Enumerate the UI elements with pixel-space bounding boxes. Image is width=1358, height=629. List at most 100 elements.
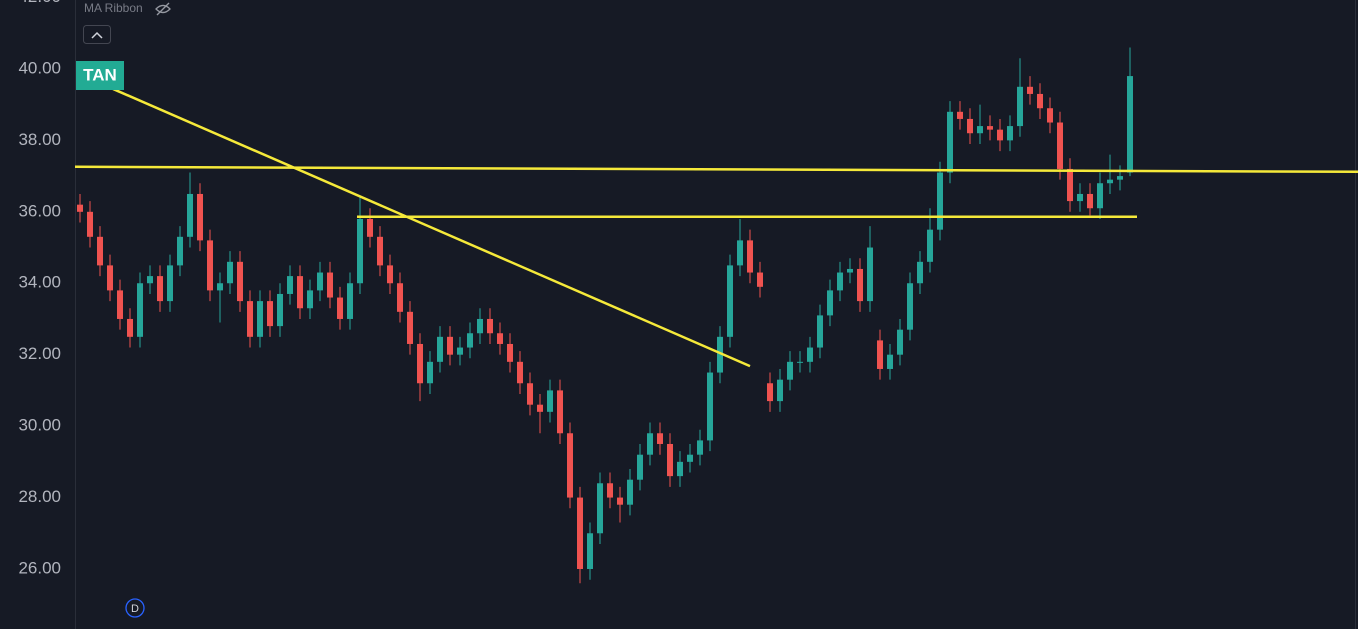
candle-body: [517, 361, 523, 384]
visibility-icon[interactable]: [155, 2, 171, 16]
candle-body: [107, 265, 113, 291]
candle-body: [257, 301, 263, 337]
candle-body: [127, 318, 133, 337]
candle-body: [237, 261, 243, 302]
candle-body: [197, 193, 203, 241]
candle-body: [707, 372, 713, 441]
interval-badge[interactable]: [125, 598, 145, 618]
candle-body: [897, 329, 903, 355]
candle-body: [637, 454, 643, 480]
candle-body: [137, 283, 143, 337]
candle-body: [1037, 93, 1043, 109]
candle-body: [1097, 183, 1103, 209]
candle-body: [467, 333, 473, 348]
y-tick-label: 36.00: [18, 201, 61, 220]
candle-body: [1047, 108, 1053, 123]
candle-body: [747, 240, 753, 273]
candle-body: [527, 383, 533, 405]
candle-body: [507, 343, 513, 362]
candle-body: [177, 236, 183, 266]
candle-body: [277, 293, 283, 327]
candle-body: [627, 479, 633, 505]
candle-body: [1057, 122, 1063, 169]
candle-body: [797, 361, 803, 363]
candle-body: [317, 272, 323, 291]
candle-body: [667, 443, 673, 477]
indicator-label: MA Ribbon: [84, 1, 143, 15]
candle-body: [917, 261, 923, 284]
candle-body: [887, 354, 893, 369]
candle-body: [157, 276, 163, 302]
candle-body: [647, 433, 653, 455]
y-tick-label: 40.00: [18, 58, 61, 77]
y-tick-label: 38.00: [18, 130, 61, 149]
candle-body: [907, 283, 913, 330]
candle-body: [1017, 86, 1023, 127]
candle-body: [857, 268, 863, 302]
candle-body: [757, 272, 763, 287]
interval-label: D: [131, 603, 139, 615]
candle-body: [337, 297, 343, 319]
trend-line: [112, 87, 751, 368]
y-tick-label: 28.00: [18, 487, 61, 506]
candle-body: [687, 454, 693, 462]
candle-body: [1067, 168, 1073, 202]
candle-body: [737, 240, 743, 266]
candle-body: [447, 336, 453, 355]
candle-body: [577, 497, 583, 569]
candle-body: [357, 218, 363, 284]
candle-body: [247, 301, 253, 337]
candle-body: [217, 283, 223, 291]
candle-body: [597, 483, 603, 534]
candle-body: [327, 272, 333, 298]
candle-body: [657, 433, 663, 444]
candle-body: [987, 126, 993, 130]
symbol-tag: [76, 61, 124, 90]
candle-body: [997, 129, 1003, 141]
symbol-label: TAN: [83, 65, 117, 84]
candle-body: [87, 211, 93, 237]
candle-body: [117, 290, 123, 319]
candle-body: [267, 301, 273, 327]
candle-body: [877, 340, 883, 369]
candle-body: [547, 390, 553, 412]
candle-body: [377, 236, 383, 266]
candle-body: [847, 268, 853, 273]
candle-body: [727, 265, 733, 337]
candle-body: [537, 404, 543, 412]
candle-body: [187, 193, 193, 237]
y-tick-label: 30.00: [18, 416, 61, 435]
candle-body: [607, 483, 613, 498]
candle-body: [587, 533, 593, 569]
candle-body: [147, 276, 153, 284]
candle-body: [697, 440, 703, 455]
candle-body: [767, 383, 773, 402]
collapse-button[interactable]: [83, 25, 111, 44]
candle-body: [1007, 126, 1013, 141]
candle-body: [677, 461, 683, 477]
candle-body: [807, 347, 813, 362]
button-frame: [83, 25, 111, 44]
candle-body: [487, 318, 493, 334]
candle-body: [417, 343, 423, 384]
y-tick-label: 26.00: [18, 558, 61, 577]
candle-body: [297, 276, 303, 309]
candle-body: [617, 497, 623, 505]
candle-body: [837, 272, 843, 291]
chevron: [91, 31, 103, 39]
candle-body: [937, 172, 943, 230]
candle-body: [967, 118, 973, 134]
candle-body: [77, 204, 83, 212]
candle-body: [717, 336, 723, 373]
candle-body: [387, 265, 393, 284]
candle-body: [477, 318, 483, 334]
candle-body: [1117, 176, 1123, 180]
candle-body: [777, 379, 783, 402]
candle-body: [207, 240, 213, 291]
trend-line: [74, 165, 1358, 174]
candle-body: [1107, 179, 1113, 184]
candle-body: [817, 315, 823, 348]
candle-body: [97, 236, 103, 266]
